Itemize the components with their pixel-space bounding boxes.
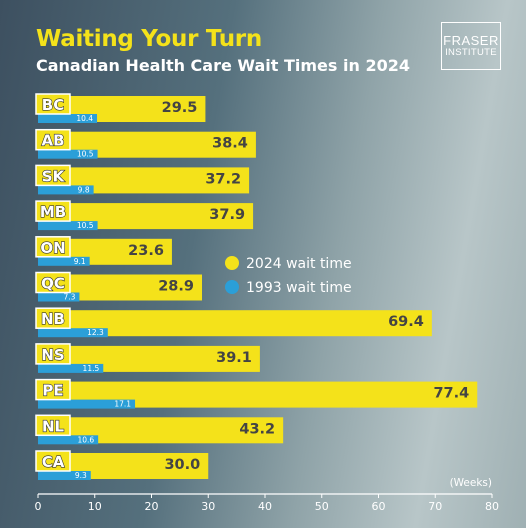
category-box-ns — [35, 343, 71, 365]
category-label-qc: QC — [41, 275, 65, 293]
chart-subtitle: Canadian Health Care Wait Times in 2024 — [36, 56, 410, 75]
category-box-ca — [35, 450, 71, 472]
category-box-sk — [35, 164, 71, 187]
x-tick-label-30: 30 — [201, 500, 215, 513]
bar-1993-ns — [38, 363, 104, 373]
value-2024-pe: 77.4 — [433, 386, 469, 402]
value-2024-nb: 69.4 — [388, 314, 424, 330]
value-1993-ab: 10.5 — [77, 150, 94, 159]
category-label-ns: NS — [41, 346, 64, 364]
bar-1993-nl — [38, 435, 99, 445]
logo-line-1: FRASER — [443, 33, 499, 49]
x-tick-label-50: 50 — [315, 500, 329, 513]
value-2024-ca: 30.0 — [164, 457, 200, 473]
value-2024-mb: 37.9 — [209, 207, 245, 223]
category-label-nb: NB — [41, 310, 65, 328]
bar-1993-sk — [38, 185, 94, 195]
logo-line-2: INSTITUTE — [445, 46, 497, 58]
value-1993-nb: 12.3 — [87, 328, 104, 337]
category-box-nb — [35, 307, 71, 329]
x-axis-unit-label: (Weeks) — [450, 477, 492, 489]
legend-marker-2024 — [225, 256, 239, 270]
value-1993-ns: 11.5 — [83, 364, 100, 373]
value-1993-bc: 10.4 — [76, 114, 93, 123]
bar-1993-on — [38, 256, 90, 266]
category-box-on — [35, 236, 71, 258]
value-2024-ns: 39.1 — [216, 350, 252, 366]
x-tick-label-80: 80 — [485, 500, 499, 513]
value-1993-mb: 10.5 — [77, 221, 94, 230]
x-tick-label-60: 60 — [372, 500, 386, 513]
value-1993-on: 9.1 — [74, 257, 86, 266]
chart-title: Waiting Your Turn — [36, 26, 262, 52]
category-label-bc: BC — [42, 96, 64, 114]
value-2024-bc: 29.5 — [162, 100, 198, 116]
value-2024-sk: 37.2 — [205, 171, 241, 187]
value-1993-nl: 10.6 — [77, 435, 94, 444]
bar-1993-nb — [38, 328, 108, 338]
category-label-ca: CA — [42, 453, 65, 471]
value-1993-pe: 17.1 — [114, 400, 131, 409]
category-label-on: ON — [40, 239, 65, 257]
category-label-mb: MB — [40, 203, 66, 221]
category-label-ab: AB — [41, 132, 64, 150]
bar-1993-ab — [38, 149, 98, 159]
value-1993-ca: 9.3 — [75, 471, 87, 480]
bar-1993-qc — [38, 292, 80, 302]
x-tick-label-70: 70 — [428, 500, 442, 513]
bar-1993-ca — [38, 471, 91, 480]
category-label-nl: NL — [42, 417, 65, 435]
value-2024-qc: 28.9 — [158, 279, 194, 295]
legend-marker-1993 — [225, 280, 239, 294]
category-box-pe — [35, 378, 71, 401]
value-2024-nl: 43.2 — [239, 421, 275, 437]
value-1993-qc: 7.3 — [63, 293, 75, 302]
x-tick-label-0: 0 — [35, 500, 42, 513]
category-box-nl — [35, 414, 71, 437]
category-label-sk: SK — [42, 167, 66, 185]
bar-1993-bc — [38, 114, 98, 123]
legend-label-2024: 2024 wait time — [246, 256, 352, 272]
category-box-mb — [35, 200, 71, 222]
bar-1993-mb — [38, 221, 98, 231]
value-1993-sk: 9.8 — [78, 185, 90, 194]
fraser-institute-logo: FRASER INSTITUTE — [441, 22, 501, 70]
value-2024-on: 23.6 — [128, 243, 164, 259]
bar-1993-pe — [38, 399, 136, 409]
x-tick-label-20: 20 — [145, 500, 159, 513]
legend-label-1993: 1993 wait time — [246, 280, 352, 296]
value-2024-ab: 38.4 — [212, 136, 248, 152]
x-tick-label-10: 10 — [88, 500, 102, 513]
x-tick-label-40: 40 — [258, 500, 272, 513]
category-box-qc — [35, 271, 71, 294]
category-box-bc — [35, 93, 71, 115]
category-label-pe: PE — [42, 382, 63, 400]
category-box-ab — [35, 128, 71, 151]
